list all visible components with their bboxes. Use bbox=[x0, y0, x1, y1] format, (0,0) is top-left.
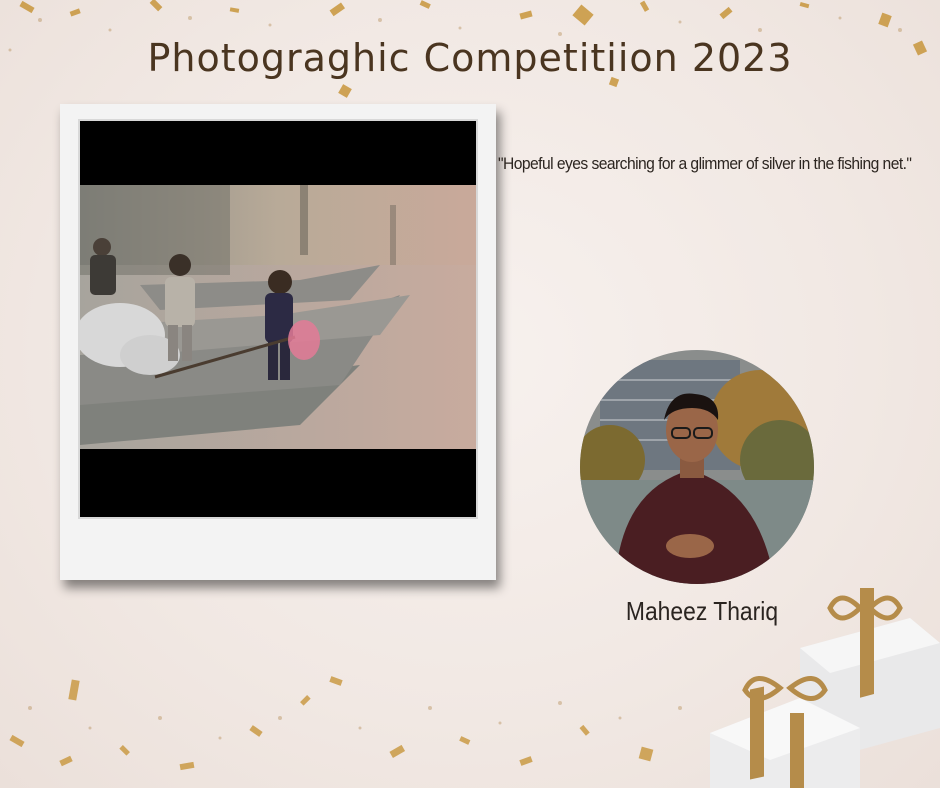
photographer-avatar bbox=[580, 350, 814, 584]
competition-photo bbox=[78, 119, 478, 519]
gift-boxes-decoration bbox=[710, 588, 940, 788]
photographer-name: Maheez Thariq bbox=[625, 596, 779, 626]
fishing-boys-photo-image bbox=[80, 185, 476, 449]
page-title: Photograghic Competitiion 2023 bbox=[147, 36, 793, 80]
photographer-portrait-image bbox=[580, 350, 814, 584]
photo-caption-quote: "Hopeful eyes searching for a glimmer of… bbox=[498, 154, 912, 173]
polaroid-frame bbox=[60, 104, 496, 580]
